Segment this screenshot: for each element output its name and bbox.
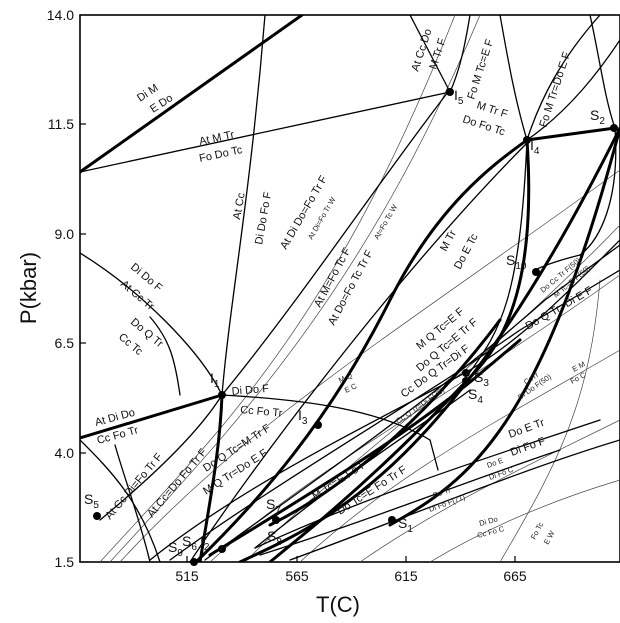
- label-s9: S9: [168, 539, 183, 559]
- label-i5: I5: [454, 87, 464, 107]
- label-i2: I2: [200, 533, 210, 553]
- label-s10: S10: [506, 252, 527, 272]
- label-s1: S1: [398, 515, 413, 535]
- rxn-at-cc: At Cc: [231, 191, 248, 220]
- invariant-points: [93, 88, 618, 566]
- y-axis-title: P(kbar): [16, 252, 41, 324]
- y-tick-1-5: 1.5: [55, 554, 75, 570]
- y-tick-11-5: 11.5: [48, 116, 74, 132]
- x-axis-ticks: [80, 123, 516, 562]
- label-s6: S6: [182, 533, 197, 553]
- label-i4: I4: [530, 137, 540, 157]
- x-tick-515: 515: [175, 568, 199, 584]
- x-tick-615: 615: [394, 568, 418, 584]
- reaction-curves: [80, 15, 620, 562]
- rxn-i1-di-do-f: Di Do F: [231, 383, 269, 398]
- label-s8: S8: [267, 528, 282, 548]
- label-s4: S4: [468, 386, 483, 406]
- label-s5: S5: [84, 491, 99, 511]
- y-tick-4: 4.0: [55, 445, 75, 461]
- label-i1: I1: [210, 370, 220, 390]
- y-tick-14: 14.0: [47, 7, 74, 23]
- x-tick-565: 565: [285, 568, 309, 584]
- point-labels: S1 S2 S3 S4 S5 S6 S7 S8 S9 S10 I1 I2 I3 …: [84, 87, 605, 559]
- x-axis-title: T(C): [316, 592, 360, 617]
- x-tick-665: 665: [503, 568, 527, 584]
- rxn-i1-cc-fo-tr: Cc Fo Tr: [240, 404, 283, 420]
- label-s2: S2: [590, 107, 605, 127]
- label-s3: S3: [474, 369, 489, 389]
- label-s7: S7: [266, 496, 281, 516]
- y-tick-9: 9.0: [55, 226, 75, 242]
- y-tick-6-5: 6.5: [55, 335, 75, 351]
- label-i3: I3: [298, 407, 308, 427]
